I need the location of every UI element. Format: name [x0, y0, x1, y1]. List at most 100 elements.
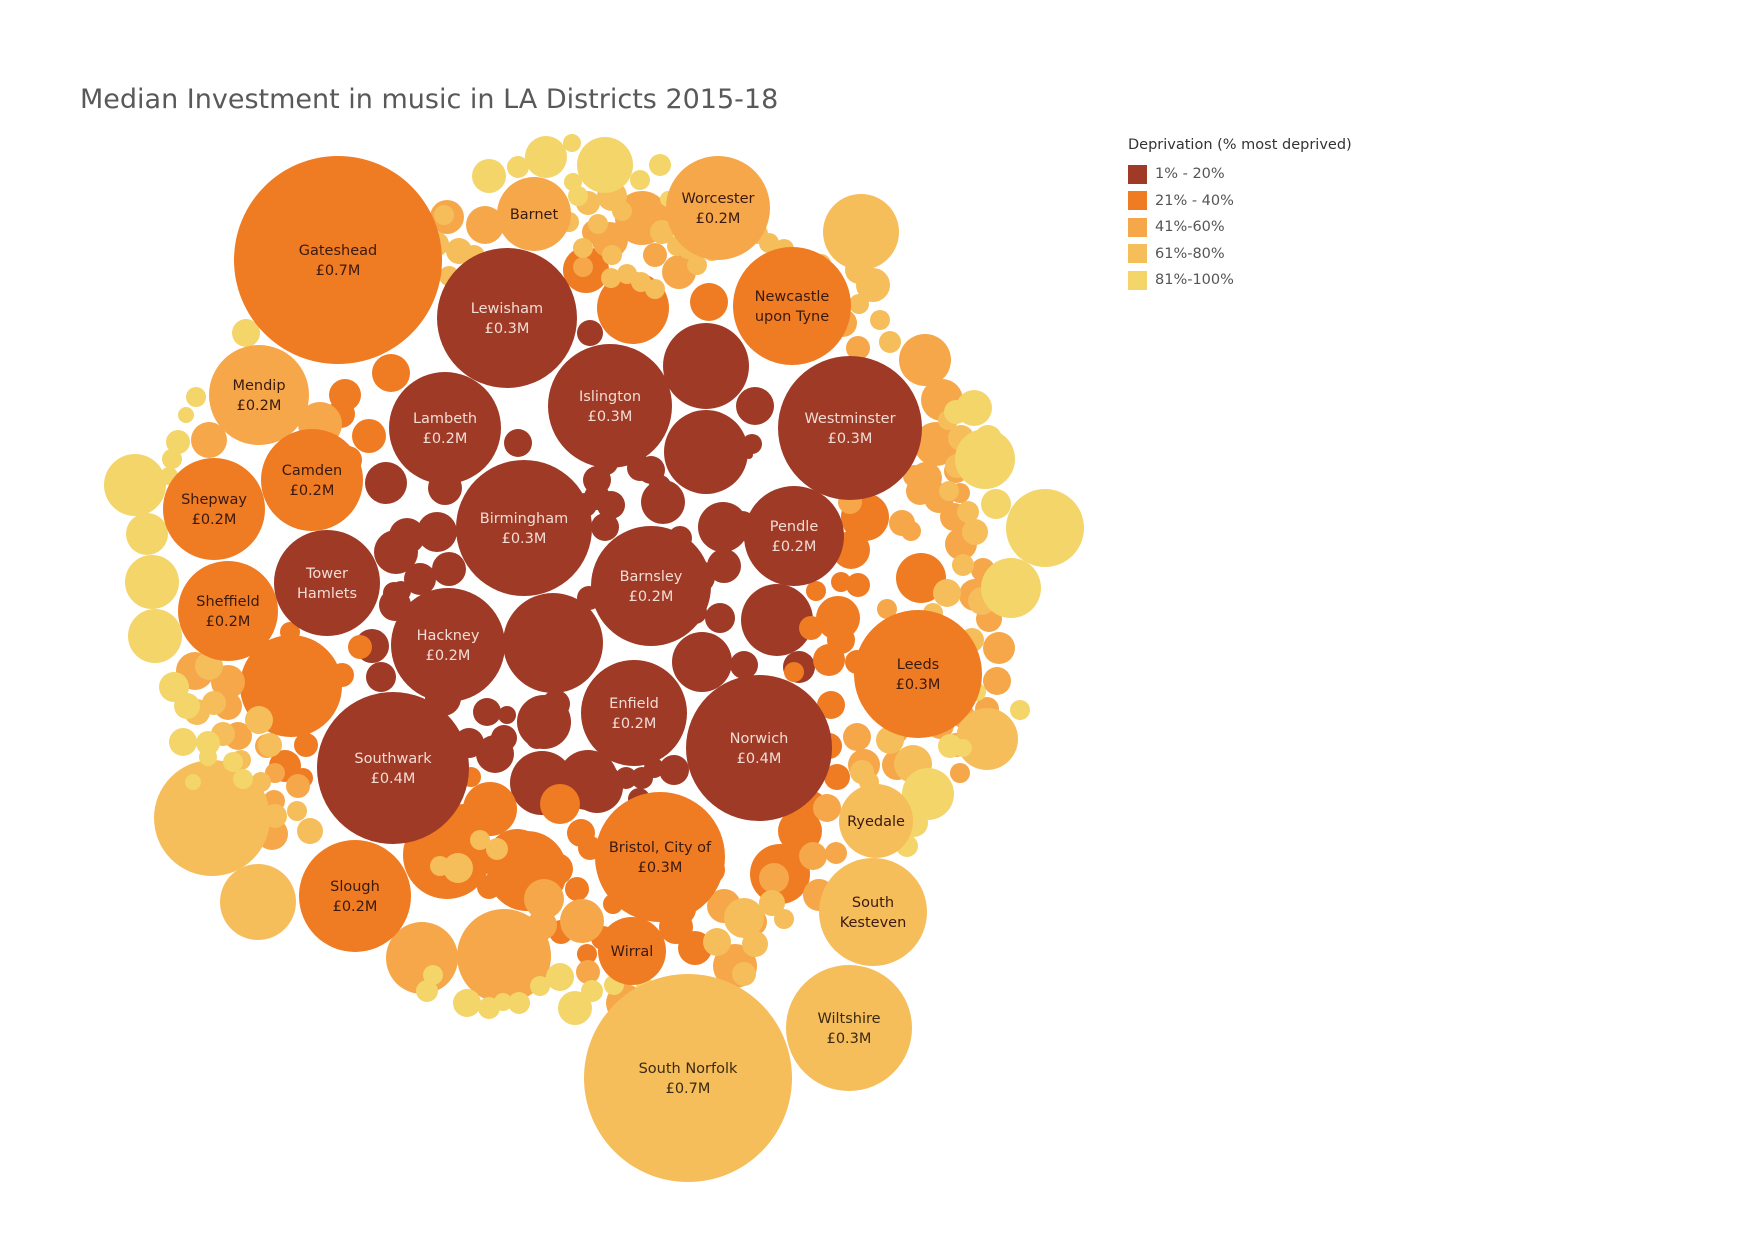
bubble[interactable] — [612, 201, 632, 221]
bubble-group[interactable]: Enfield £0.2M — [581, 660, 687, 766]
bubble[interactable] — [778, 809, 822, 853]
bubble[interactable] — [742, 931, 768, 957]
bubble[interactable] — [983, 632, 1015, 664]
bubble[interactable] — [956, 708, 1018, 770]
bubble[interactable] — [449, 804, 477, 832]
bubble[interactable] — [591, 526, 711, 646]
bubble[interactable] — [742, 434, 762, 454]
bubble[interactable] — [251, 772, 271, 792]
bubble[interactable] — [950, 763, 970, 783]
bubble[interactable] — [365, 462, 407, 504]
bubble[interactable] — [952, 554, 974, 576]
bubble-group[interactable]: South Kesteven — [819, 858, 927, 966]
bubble[interactable] — [564, 173, 582, 191]
bubble[interactable] — [178, 561, 278, 661]
bubble[interactable] — [476, 735, 514, 773]
bubble-group[interactable]: Southwark £0.4M — [317, 692, 469, 844]
bubble[interactable] — [234, 156, 442, 364]
bubble[interactable] — [901, 521, 921, 541]
bubble[interactable] — [573, 257, 593, 277]
bubble-group[interactable]: Wiltshire £0.3M — [786, 965, 912, 1091]
bubble-group[interactable]: South Norfolk £0.7M — [584, 974, 792, 1182]
bubble[interactable] — [169, 728, 197, 756]
bubble[interactable] — [759, 890, 785, 916]
bubble[interactable] — [703, 928, 731, 956]
bubble[interactable] — [732, 962, 756, 986]
bubble[interactable] — [595, 792, 725, 922]
bubble[interactable] — [542, 690, 570, 718]
bubble[interactable] — [174, 693, 200, 719]
bubble[interactable] — [849, 294, 869, 314]
bubble[interactable] — [813, 794, 841, 822]
bubble-group[interactable]: Lambeth £0.2M — [389, 372, 501, 484]
bubble[interactable] — [473, 698, 501, 726]
bubble[interactable] — [843, 723, 871, 751]
bubble[interactable] — [778, 356, 922, 500]
bubble[interactable] — [546, 963, 574, 991]
bubble[interactable] — [647, 489, 675, 517]
bubble-group[interactable]: Birmingham £0.3M — [456, 460, 592, 596]
bubble[interactable] — [524, 598, 548, 622]
bubble-group[interactable]: Islington £0.3M — [548, 344, 672, 468]
bubble[interactable] — [391, 581, 411, 601]
bubble[interactable] — [933, 579, 961, 607]
bubble[interactable] — [558, 991, 592, 1025]
bubble[interactable] — [601, 268, 621, 288]
bubble[interactable] — [839, 784, 913, 858]
bubble[interactable] — [846, 573, 870, 597]
legend-item[interactable]: 41%-60% — [1128, 214, 1352, 241]
bubble[interactable] — [817, 691, 845, 719]
bubble-group[interactable]: Mendip £0.2M — [209, 345, 309, 445]
bubble[interactable] — [443, 853, 473, 883]
bubble-group[interactable]: Tower Hamlets — [274, 530, 380, 636]
bubble[interactable] — [417, 512, 457, 552]
bubble[interactable] — [665, 438, 693, 466]
bubble[interactable] — [456, 460, 592, 596]
bubble[interactable] — [297, 818, 323, 844]
bubble[interactable] — [736, 387, 774, 425]
bubble[interactable] — [827, 626, 855, 654]
bubble[interactable] — [824, 764, 850, 790]
bubble[interactable] — [470, 830, 490, 850]
bubble[interactable] — [430, 856, 450, 876]
bubble[interactable] — [650, 220, 674, 244]
bubble[interactable] — [825, 842, 847, 864]
bubble[interactable] — [530, 976, 550, 996]
bubble-group[interactable]: Worcester £0.2M — [666, 156, 770, 260]
bubble[interactable] — [466, 206, 504, 244]
bubble-group[interactable]: Westminster £0.3M — [778, 356, 922, 500]
bubble[interactable] — [571, 761, 623, 813]
bubble[interactable] — [477, 875, 501, 899]
bubble[interactable] — [598, 917, 666, 985]
bubble[interactable] — [577, 320, 603, 346]
bubble[interactable] — [643, 243, 667, 267]
bubble[interactable] — [540, 784, 580, 824]
bubble[interactable] — [486, 838, 508, 860]
bubble[interactable] — [352, 419, 386, 453]
bubble[interactable] — [178, 407, 194, 423]
bubble[interactable] — [220, 864, 296, 940]
bubble[interactable] — [615, 767, 637, 789]
bubble[interactable] — [705, 603, 735, 633]
bubble[interactable] — [261, 429, 363, 531]
bubble[interactable] — [664, 410, 748, 494]
bubble[interactable] — [659, 755, 689, 785]
bubble[interactable] — [819, 858, 927, 966]
legend-item[interactable]: 21% - 40% — [1128, 188, 1352, 215]
bubble[interactable] — [258, 733, 282, 757]
bubble[interactable] — [724, 898, 764, 938]
bubble[interactable] — [576, 960, 600, 984]
bubble[interactable] — [232, 319, 260, 347]
bubble[interactable] — [877, 599, 897, 619]
bubble[interactable] — [962, 519, 988, 545]
bubble[interactable] — [630, 170, 650, 190]
bubble[interactable] — [286, 774, 310, 798]
bubble[interactable] — [939, 481, 959, 501]
bubble[interactable] — [823, 194, 899, 270]
bubble[interactable] — [954, 739, 972, 757]
bubble[interactable] — [434, 205, 454, 225]
bubble[interactable] — [196, 731, 220, 755]
bubble[interactable] — [508, 992, 530, 1014]
bubble[interactable] — [831, 572, 851, 592]
bubble-group[interactable]: Ryedale — [839, 784, 913, 858]
